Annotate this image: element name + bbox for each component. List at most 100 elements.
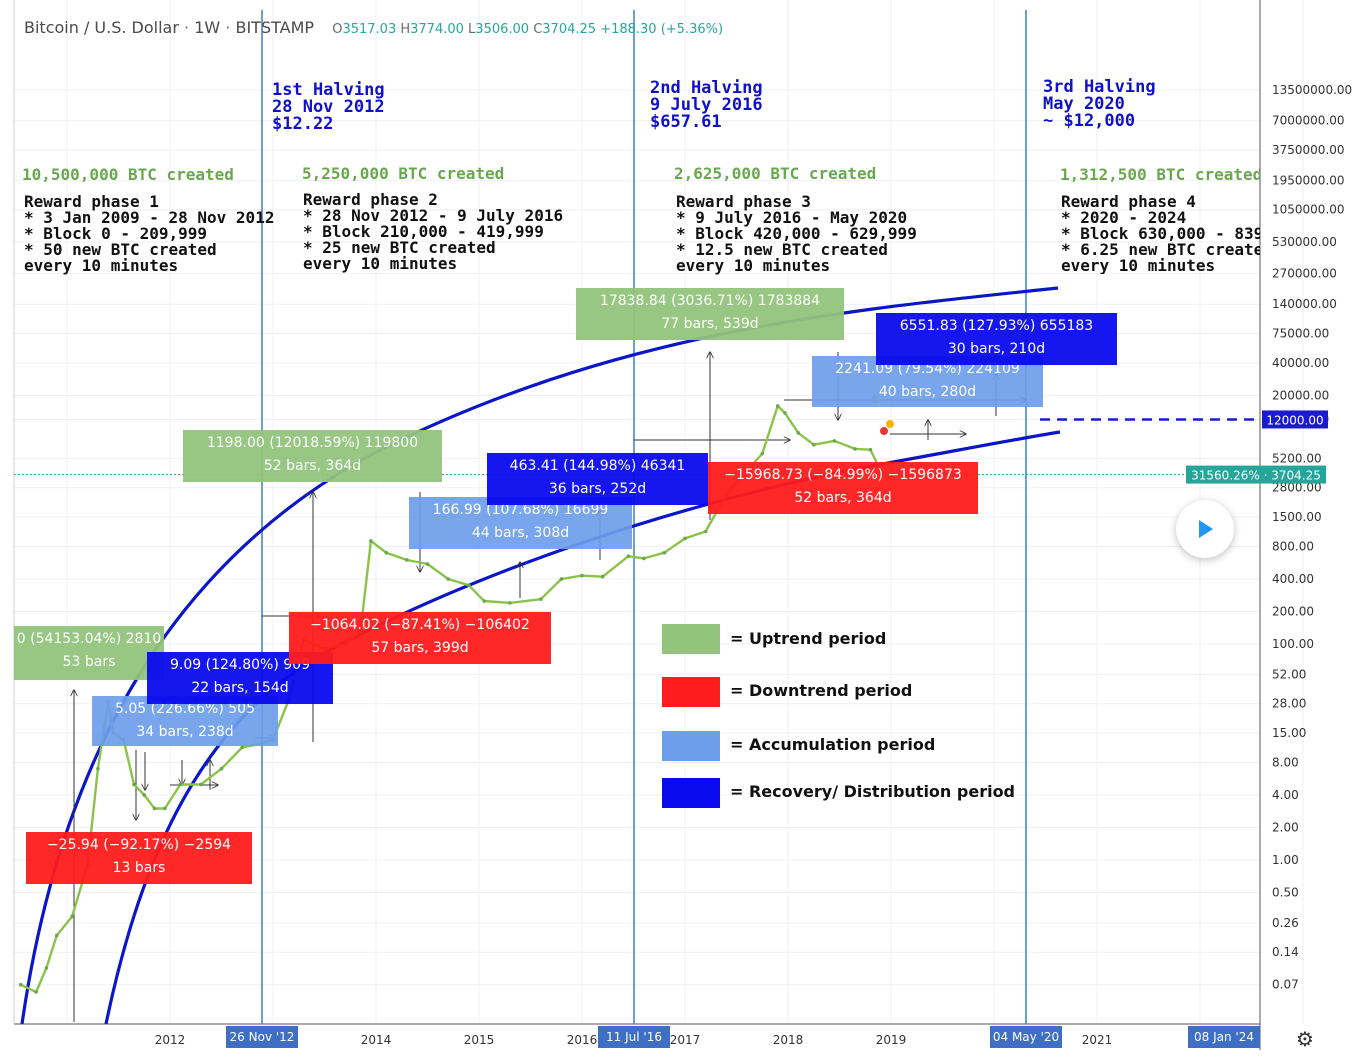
halving-2-note: 2nd Halving 9 July 2016 $657.61 bbox=[650, 80, 763, 131]
phase-4-line: * 6.25 new BTC create bbox=[1061, 240, 1260, 259]
price-point bbox=[832, 439, 837, 443]
phase-2-line: every 10 minutes bbox=[303, 254, 458, 273]
legend-swatch-downtrend bbox=[662, 677, 720, 707]
price-point bbox=[600, 574, 605, 579]
legend-swatch-recovery bbox=[662, 778, 720, 808]
y-tick-label: 1950000.00 bbox=[1272, 174, 1345, 188]
measure-box-recovery: 463.41 (144.98%) 46341 36 bars, 252d bbox=[487, 453, 708, 505]
y-tick-label: 140000.00 bbox=[1272, 297, 1337, 311]
measure-line-2: 36 bars, 252d bbox=[548, 481, 647, 497]
measure-line-2: 44 bars, 308d bbox=[471, 525, 570, 541]
y-tick-label: 0.14 bbox=[1272, 945, 1299, 959]
y-tick-label: 200.00 bbox=[1272, 604, 1314, 618]
price-badges: 12000.00 31560.26% · 3704.25 bbox=[1186, 410, 1328, 484]
measure-line-1: 0 (54153.04%) 2810 bbox=[16, 631, 162, 647]
symbol-header[interactable]: Bitcoin / U.S. Dollar · 1W · BITSTAMP O3… bbox=[24, 18, 724, 37]
close-label: C bbox=[533, 22, 543, 37]
measure-box-uptrend: 17838.84 (3036.71%) 1783884 77 bars, 539d bbox=[576, 288, 844, 340]
y-tick-label: 5200.00 bbox=[1272, 452, 1322, 466]
marker-dot bbox=[886, 420, 894, 428]
phase-2-text: Reward phase 2 * 28 Nov 2012 - 9 July 20… bbox=[303, 192, 563, 272]
price-point bbox=[796, 431, 801, 435]
extra-axis-label: 08 Jan '24 bbox=[1194, 1030, 1254, 1044]
halving-axis-label: 26 Nov '12 bbox=[230, 1030, 295, 1044]
phase-4-line: every 10 minutes bbox=[1061, 256, 1216, 274]
symbol-name[interactable]: Bitcoin / U.S. Dollar bbox=[24, 18, 179, 37]
price-point bbox=[96, 766, 100, 771]
halving-axis-badge bbox=[226, 1026, 298, 1048]
measure-line-2: 30 bars, 210d bbox=[947, 341, 1046, 357]
price-point bbox=[142, 793, 147, 797]
measure-box-recovery: 6551.83 (127.93%) 655183 30 bars, 210d bbox=[876, 313, 1117, 365]
phase-1-line: every 10 minutes bbox=[24, 256, 179, 275]
y-tick-label: 4.00 bbox=[1272, 788, 1299, 802]
open-label: O bbox=[332, 22, 343, 37]
price-point bbox=[760, 451, 765, 456]
play-button[interactable] bbox=[1176, 500, 1234, 558]
x-tick-label: 2012 bbox=[155, 1033, 186, 1047]
phase-1-created: 10,500,000 BTC created bbox=[22, 165, 234, 184]
phase-3-line: * 9 July 2016 - May 2020 bbox=[676, 208, 908, 227]
low-label: L bbox=[468, 22, 476, 37]
phase-3-text: Reward phase 3 * 9 July 2016 - May 2020 … bbox=[676, 194, 917, 274]
y-tick-label: 3750000.00 bbox=[1272, 143, 1345, 157]
price-point bbox=[240, 745, 244, 750]
price-point bbox=[34, 990, 38, 994]
phase-3-line: * 12.5 new BTC created bbox=[676, 240, 888, 259]
measure-line-1: −25.94 (−92.17%) −2594 bbox=[46, 837, 232, 853]
halving-axis-badge bbox=[598, 1026, 670, 1048]
phase-2-line: Reward phase 2 bbox=[303, 190, 438, 209]
measure-line-2: 77 bars, 539d bbox=[661, 316, 759, 332]
plot-frame bbox=[13, 0, 1261, 1050]
phase-2-line: * 28 Nov 2012 - 9 July 2016 bbox=[303, 206, 564, 225]
price-point bbox=[446, 577, 450, 581]
x-tick-label: 2014 bbox=[361, 1033, 392, 1047]
phase-4-created: 1,312,500 BTC created bbox=[1060, 165, 1260, 184]
y-tick-label: 270000.00 bbox=[1272, 266, 1337, 280]
phase-1-line: * 3 Jan 2009 - 28 Nov 2012 bbox=[24, 208, 275, 227]
last-price-label: 31560.26% · 3704.25 bbox=[1191, 469, 1321, 483]
phase-1-line: * Block 0 - 209,999 bbox=[24, 224, 208, 243]
measure-line-1: −1064.02 (−87.41%) −106402 bbox=[310, 617, 530, 633]
play-icon bbox=[1199, 520, 1213, 538]
y-tick-label: 2.00 bbox=[1272, 820, 1299, 834]
y-tick-label: 0.07 bbox=[1272, 978, 1299, 992]
y-tick-label: 28.00 bbox=[1272, 697, 1306, 711]
price-point bbox=[868, 447, 873, 452]
marker-dot bbox=[880, 427, 888, 435]
measure-line-1: 6551.83 (127.93%) 655183 bbox=[899, 318, 1094, 334]
measure-line-1: 1198.00 (12018.59%) 119800 bbox=[206, 435, 419, 451]
open-value: 3517.03 bbox=[342, 22, 397, 37]
phase-3-line: * Block 420,000 - 629,999 bbox=[676, 224, 917, 243]
interval[interactable]: 1W bbox=[194, 18, 221, 37]
y-tick-label: 100.00 bbox=[1272, 637, 1314, 651]
x-tick-label: 2015 bbox=[464, 1033, 495, 1047]
legend-label-uptrend: = Uptrend period bbox=[730, 629, 887, 648]
price-point bbox=[384, 550, 389, 555]
y-tick-label: 8.00 bbox=[1272, 755, 1299, 769]
legend-swatch-uptrend bbox=[662, 624, 720, 654]
halving-1-date: 28 Nov 2012 bbox=[272, 97, 385, 117]
price-point bbox=[783, 411, 787, 415]
measure-box-uptrend: 1198.00 (12018.59%) 119800 52 bars, 364d bbox=[183, 430, 442, 482]
price-point bbox=[405, 558, 409, 562]
phase-4-line: * Block 630,000 - 839 bbox=[1061, 224, 1260, 243]
price-point bbox=[626, 554, 631, 559]
price-point bbox=[559, 577, 564, 581]
measure-line-1: 5.05 (226.66%) 505 bbox=[114, 701, 255, 717]
phase-1-line: * 50 new BTC created bbox=[24, 240, 217, 259]
price-point bbox=[853, 447, 857, 451]
halving-2-title: 2nd Halving bbox=[650, 78, 763, 98]
halving-2-price: $657.61 bbox=[650, 112, 722, 132]
measure-line-1: 463.41 (144.98%) 46341 bbox=[509, 458, 686, 474]
halving-1-title: 1st Halving bbox=[272, 80, 385, 100]
phase-4-text: Reward phase 4 * 2020 - 2024 * Block 630… bbox=[1061, 194, 1260, 274]
measure-box-accumulation: 5.05 (226.66%) 505 34 bars, 238d bbox=[92, 696, 278, 746]
measure-box-downtrend: −15968.73 (−84.99%) −1596873 52 bars, 364… bbox=[708, 462, 978, 514]
price-point bbox=[683, 536, 687, 541]
halving-1-note: 1st Halving 28 Nov 2012 $12.22 bbox=[272, 82, 385, 133]
measure-line-2: 13 bars bbox=[112, 860, 166, 876]
phase-3-created: 2,625,000 BTC created bbox=[674, 164, 877, 183]
settings-gear-icon[interactable]: ⚙ bbox=[1296, 1027, 1314, 1051]
y-tick-label: 800.00 bbox=[1272, 539, 1314, 553]
